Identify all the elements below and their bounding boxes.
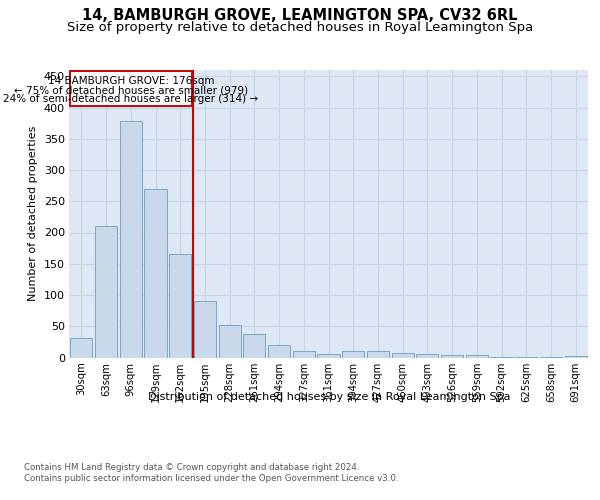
Y-axis label: Number of detached properties: Number of detached properties	[28, 126, 38, 302]
Bar	[268, 345, 290, 358]
Bar	[194, 301, 216, 358]
Bar	[540, 357, 562, 358]
Bar	[392, 353, 414, 358]
Bar	[169, 254, 191, 358]
Text: ← 75% of detached houses are smaller (979): ← 75% of detached houses are smaller (97…	[14, 85, 248, 95]
Bar	[145, 188, 167, 358]
Bar	[293, 350, 315, 358]
Bar	[441, 355, 463, 358]
Text: Contains HM Land Registry data © Crown copyright and database right 2024.: Contains HM Land Registry data © Crown c…	[24, 462, 359, 471]
Text: 24% of semi-detached houses are larger (314) →: 24% of semi-detached houses are larger (…	[4, 94, 259, 104]
Text: 14, BAMBURGH GROVE, LEAMINGTON SPA, CV32 6RL: 14, BAMBURGH GROVE, LEAMINGTON SPA, CV32…	[82, 8, 518, 22]
Bar	[367, 350, 389, 358]
Bar	[466, 355, 488, 358]
Bar	[515, 357, 538, 358]
Bar	[243, 334, 265, 357]
Bar	[119, 121, 142, 358]
Bar	[70, 338, 92, 357]
Bar	[317, 354, 340, 358]
Bar	[342, 350, 364, 358]
Bar	[218, 325, 241, 358]
Text: Contains public sector information licensed under the Open Government Licence v3: Contains public sector information licen…	[24, 474, 398, 483]
Bar	[95, 226, 117, 358]
Bar	[490, 357, 512, 358]
Text: Distribution of detached houses by size in Royal Leamington Spa: Distribution of detached houses by size …	[148, 392, 510, 402]
Text: 14 BAMBURGH GROVE: 176sqm: 14 BAMBURGH GROVE: 176sqm	[48, 76, 214, 86]
Bar	[565, 356, 587, 358]
FancyBboxPatch shape	[70, 72, 191, 106]
Bar	[416, 354, 439, 358]
Text: Size of property relative to detached houses in Royal Leamington Spa: Size of property relative to detached ho…	[67, 21, 533, 34]
